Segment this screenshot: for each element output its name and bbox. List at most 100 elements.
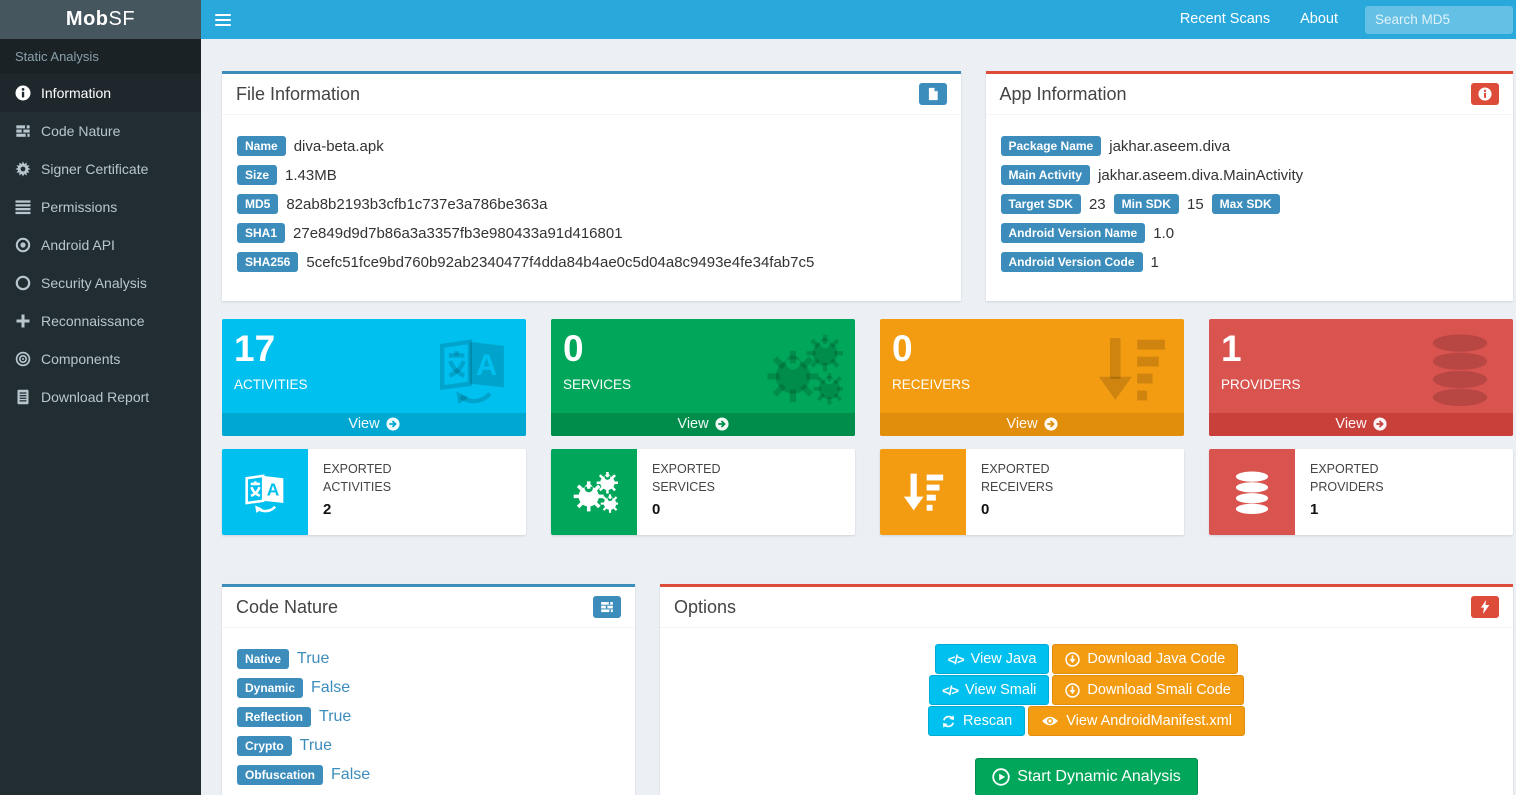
hamburger-icon	[215, 13, 231, 26]
refresh-icon	[941, 714, 956, 729]
view-providers-link[interactable]: View	[1209, 413, 1513, 436]
search-input[interactable]	[1365, 5, 1513, 34]
view-receivers-link[interactable]: View	[880, 413, 1184, 436]
field-value-link[interactable]: True	[297, 650, 330, 667]
field-label: Size	[237, 165, 278, 185]
view-java-button[interactable]: </> View Java	[934, 644, 1050, 674]
exported-providers-box: EXPORTED PROVIDERS 1	[1209, 449, 1513, 535]
stat-label: PROVIDERS	[1221, 376, 1301, 392]
sidebar-item-label: Components	[41, 351, 121, 367]
stat-label: RECEIVERS	[892, 376, 971, 392]
sidebar-item-information[interactable]: Information	[0, 74, 201, 112]
code-icon: </>	[942, 682, 959, 698]
stat-count: 1	[1221, 328, 1242, 369]
sidebar-item-android-api[interactable]: Android API	[0, 226, 201, 264]
sidebar-item-label: Permissions	[41, 199, 118, 215]
field-label: Package Name	[1000, 136, 1102, 156]
sidebar-item-label: Android API	[41, 237, 115, 253]
receivers-stat-box: 0 RECEIVERS View	[880, 319, 1184, 436]
field-value: 82ab8b2193b3cfb1c737e3a786be363a	[286, 195, 548, 213]
language-icon	[222, 449, 308, 535]
arrow-circle-right-icon	[386, 417, 400, 431]
download-java-code-button[interactable]: Download Java Code	[1052, 644, 1239, 674]
stat-count: 0	[892, 328, 913, 369]
start-dynamic-analysis-button[interactable]: Start Dynamic Analysis	[975, 758, 1198, 795]
view-services-link[interactable]: View	[551, 413, 855, 436]
app-information-card: App Information Package Name jakhar.aseem…	[985, 71, 1513, 301]
tasks-icon-button[interactable]	[593, 596, 621, 618]
field-label: Crypto	[237, 736, 292, 756]
field-value-link[interactable]: False	[311, 679, 351, 696]
exported-activities-box: EXPORTED ACTIVITIES 2	[222, 449, 526, 535]
sidebar-item-security-analysis[interactable]: Security Analysis	[0, 264, 201, 302]
certificate-icon	[15, 161, 31, 177]
sidebar-toggle-button[interactable]	[201, 0, 245, 39]
info-icon-button[interactable]	[1471, 83, 1499, 105]
field-value-link[interactable]: False	[331, 766, 371, 783]
field-label: Android Version Code	[1000, 252, 1143, 272]
view-smali-button[interactable]: </> View Smali	[929, 675, 1050, 705]
sidebar-item-permissions[interactable]: Permissions	[0, 188, 201, 226]
exported-count: 2	[323, 501, 332, 519]
field-label: Reflection	[237, 707, 312, 727]
nav-link-about[interactable]: About	[1300, 11, 1338, 27]
exported-label: EXPORTED	[1310, 462, 1379, 476]
arrow-circle-right-icon	[1373, 417, 1387, 431]
sidebar-item-components[interactable]: Components	[0, 340, 201, 378]
plus-icon	[15, 313, 31, 329]
field-value: 15	[1186, 195, 1204, 213]
arrow-circle-right-icon	[1044, 417, 1058, 431]
field-label: SHA256	[237, 252, 299, 272]
sort-amount-desc-icon	[880, 449, 966, 535]
tasks-icon	[15, 123, 31, 139]
field-value-link[interactable]: True	[299, 737, 332, 754]
exported-label: EXPORTED	[981, 462, 1050, 476]
field-label: Max SDK	[1211, 194, 1280, 214]
field-value: diva-beta.apk	[293, 137, 384, 155]
file-text-icon	[15, 389, 31, 405]
cogs-icon	[551, 449, 637, 535]
download-smali-code-button[interactable]: Download Smali Code	[1052, 675, 1244, 705]
arrow-circle-right-icon	[715, 417, 729, 431]
field-value: 5cefc51fce9bd760b92ab2340477f4dda84b4ae0…	[306, 253, 815, 271]
field-label: Min SDK	[1113, 194, 1179, 214]
field-label: MD5	[237, 194, 279, 214]
main-content: File Information Name diva-beta.apk Size 1…	[201, 0, 1516, 795]
exported-receivers-box: EXPORTED RECEIVERS 0	[880, 449, 1184, 535]
play-circle-icon	[992, 768, 1010, 786]
file-icon-button[interactable]	[918, 83, 947, 105]
exported-label: RECEIVERS	[981, 480, 1054, 495]
sidebar-item-reconnaissance[interactable]: Reconnaissance	[0, 302, 201, 340]
field-label: Name	[237, 136, 286, 156]
sidebar-item-code-nature[interactable]: Code Nature	[0, 112, 201, 150]
nav-link-recent-scans[interactable]: Recent Scans	[1179, 11, 1271, 27]
field-value-link[interactable]: True	[319, 708, 352, 725]
info-circle-icon	[15, 85, 31, 101]
bolt-icon-button[interactable]	[1471, 596, 1499, 618]
file-icon	[926, 87, 940, 101]
services-stat-box: 0 SERVICES View	[551, 319, 855, 436]
sidebar-item-download-report[interactable]: Download Report	[0, 378, 201, 416]
card-title: Options	[674, 596, 737, 617]
align-justify-icon	[15, 199, 31, 215]
sidebar-item-label: Signer Certificate	[41, 161, 149, 177]
field-value: jakhar.aseem.diva	[1109, 137, 1231, 155]
logo-light: SF	[108, 8, 136, 30]
stat-count: 17	[234, 328, 276, 369]
app-logo[interactable]: Mob SF	[0, 0, 201, 39]
logo-bold: Mob	[65, 8, 109, 30]
navbar-main: Recent Scans About	[201, 0, 1516, 39]
options-card: Options </> View Java Download Java Code	[660, 584, 1513, 795]
code-nature-card: Code Nature Native True Dynamic False Refl…	[222, 584, 635, 795]
field-value: 1	[1150, 253, 1159, 271]
tasks-icon	[600, 600, 614, 614]
view-androidmanifest-button[interactable]: View AndroidManifest.xml	[1028, 706, 1245, 736]
rescan-button[interactable]: Rescan	[928, 706, 1026, 736]
exported-services-box: EXPORTED SERVICES 0	[551, 449, 855, 535]
dot-circle-icon	[15, 237, 31, 253]
view-activities-link[interactable]: View	[222, 413, 526, 436]
stat-label: ACTIVITIES	[234, 376, 308, 392]
field-label: Obfuscation	[237, 765, 324, 785]
sidebar-item-signer-certificate[interactable]: Signer Certificate	[0, 150, 201, 188]
exported-count: 1	[1310, 501, 1319, 519]
